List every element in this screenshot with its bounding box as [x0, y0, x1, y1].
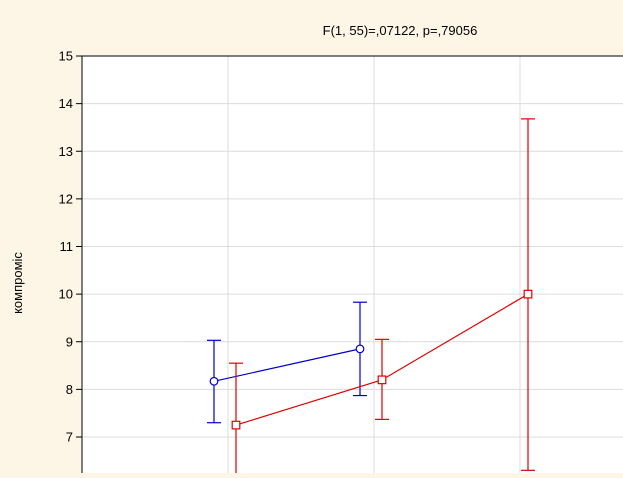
- data-point: [523, 289, 533, 299]
- y-tick-label: 8: [66, 382, 73, 397]
- data-point: [231, 420, 241, 430]
- y-tick-label: 14: [59, 96, 73, 111]
- data-point: [355, 344, 365, 354]
- y-tick-label: 7: [66, 430, 73, 445]
- y-tick-label: 9: [66, 334, 73, 349]
- data-point: [209, 376, 219, 386]
- y-tick-label: 10: [59, 287, 73, 302]
- y-tick-label: 13: [59, 144, 73, 159]
- series-layer: [207, 118, 535, 474]
- chart-title: F(1, 55)=,07122, p=,79056: [323, 23, 478, 38]
- plot-area: [82, 56, 623, 474]
- y-axis: 7 8 9 10 11 12 13 14 15: [59, 49, 623, 474]
- series-line: [213, 348, 361, 382]
- data-point: [377, 375, 387, 385]
- y-tick-label: 15: [59, 49, 73, 64]
- y-tick-label: 12: [59, 191, 73, 206]
- y-axis-label: компроміс: [10, 252, 25, 314]
- y-tick-label: 11: [60, 239, 74, 254]
